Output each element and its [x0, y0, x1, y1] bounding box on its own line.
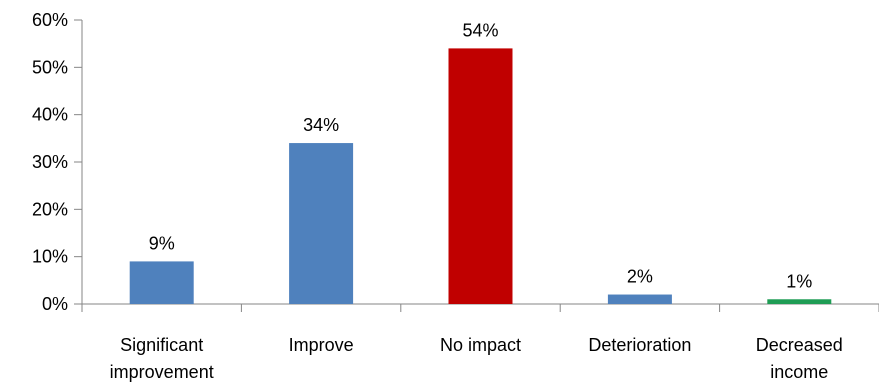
bar-no-impact: [448, 48, 513, 305]
bar-improve: [289, 143, 354, 304]
x-category-label: Deterioration: [588, 335, 691, 355]
data-label: 2%: [627, 267, 653, 287]
y-tick-label: 40%: [32, 105, 68, 125]
y-tick-label: 50%: [32, 57, 68, 77]
data-label: 1%: [786, 271, 812, 291]
data-label: 54%: [462, 20, 498, 40]
bar-deterioration: [607, 294, 672, 304]
y-tick-label: 60%: [32, 10, 68, 30]
y-tick-label: 0%: [42, 294, 68, 314]
y-tick-label: 10%: [32, 247, 68, 267]
data-label: 34%: [303, 115, 339, 135]
x-category-label: Decreased: [756, 335, 843, 355]
bar-decreased-income: [767, 299, 832, 304]
x-category-label: Improve: [289, 335, 354, 355]
x-category-label: improvement: [110, 362, 214, 382]
x-category-label: No impact: [440, 335, 521, 355]
y-tick-label: 20%: [32, 199, 68, 219]
bar-significant-improvement: [129, 261, 194, 304]
data-label: 9%: [149, 233, 175, 253]
x-category-label: income: [770, 362, 828, 382]
y-tick-label: 30%: [32, 152, 68, 172]
x-category-label: Significant: [120, 335, 203, 355]
